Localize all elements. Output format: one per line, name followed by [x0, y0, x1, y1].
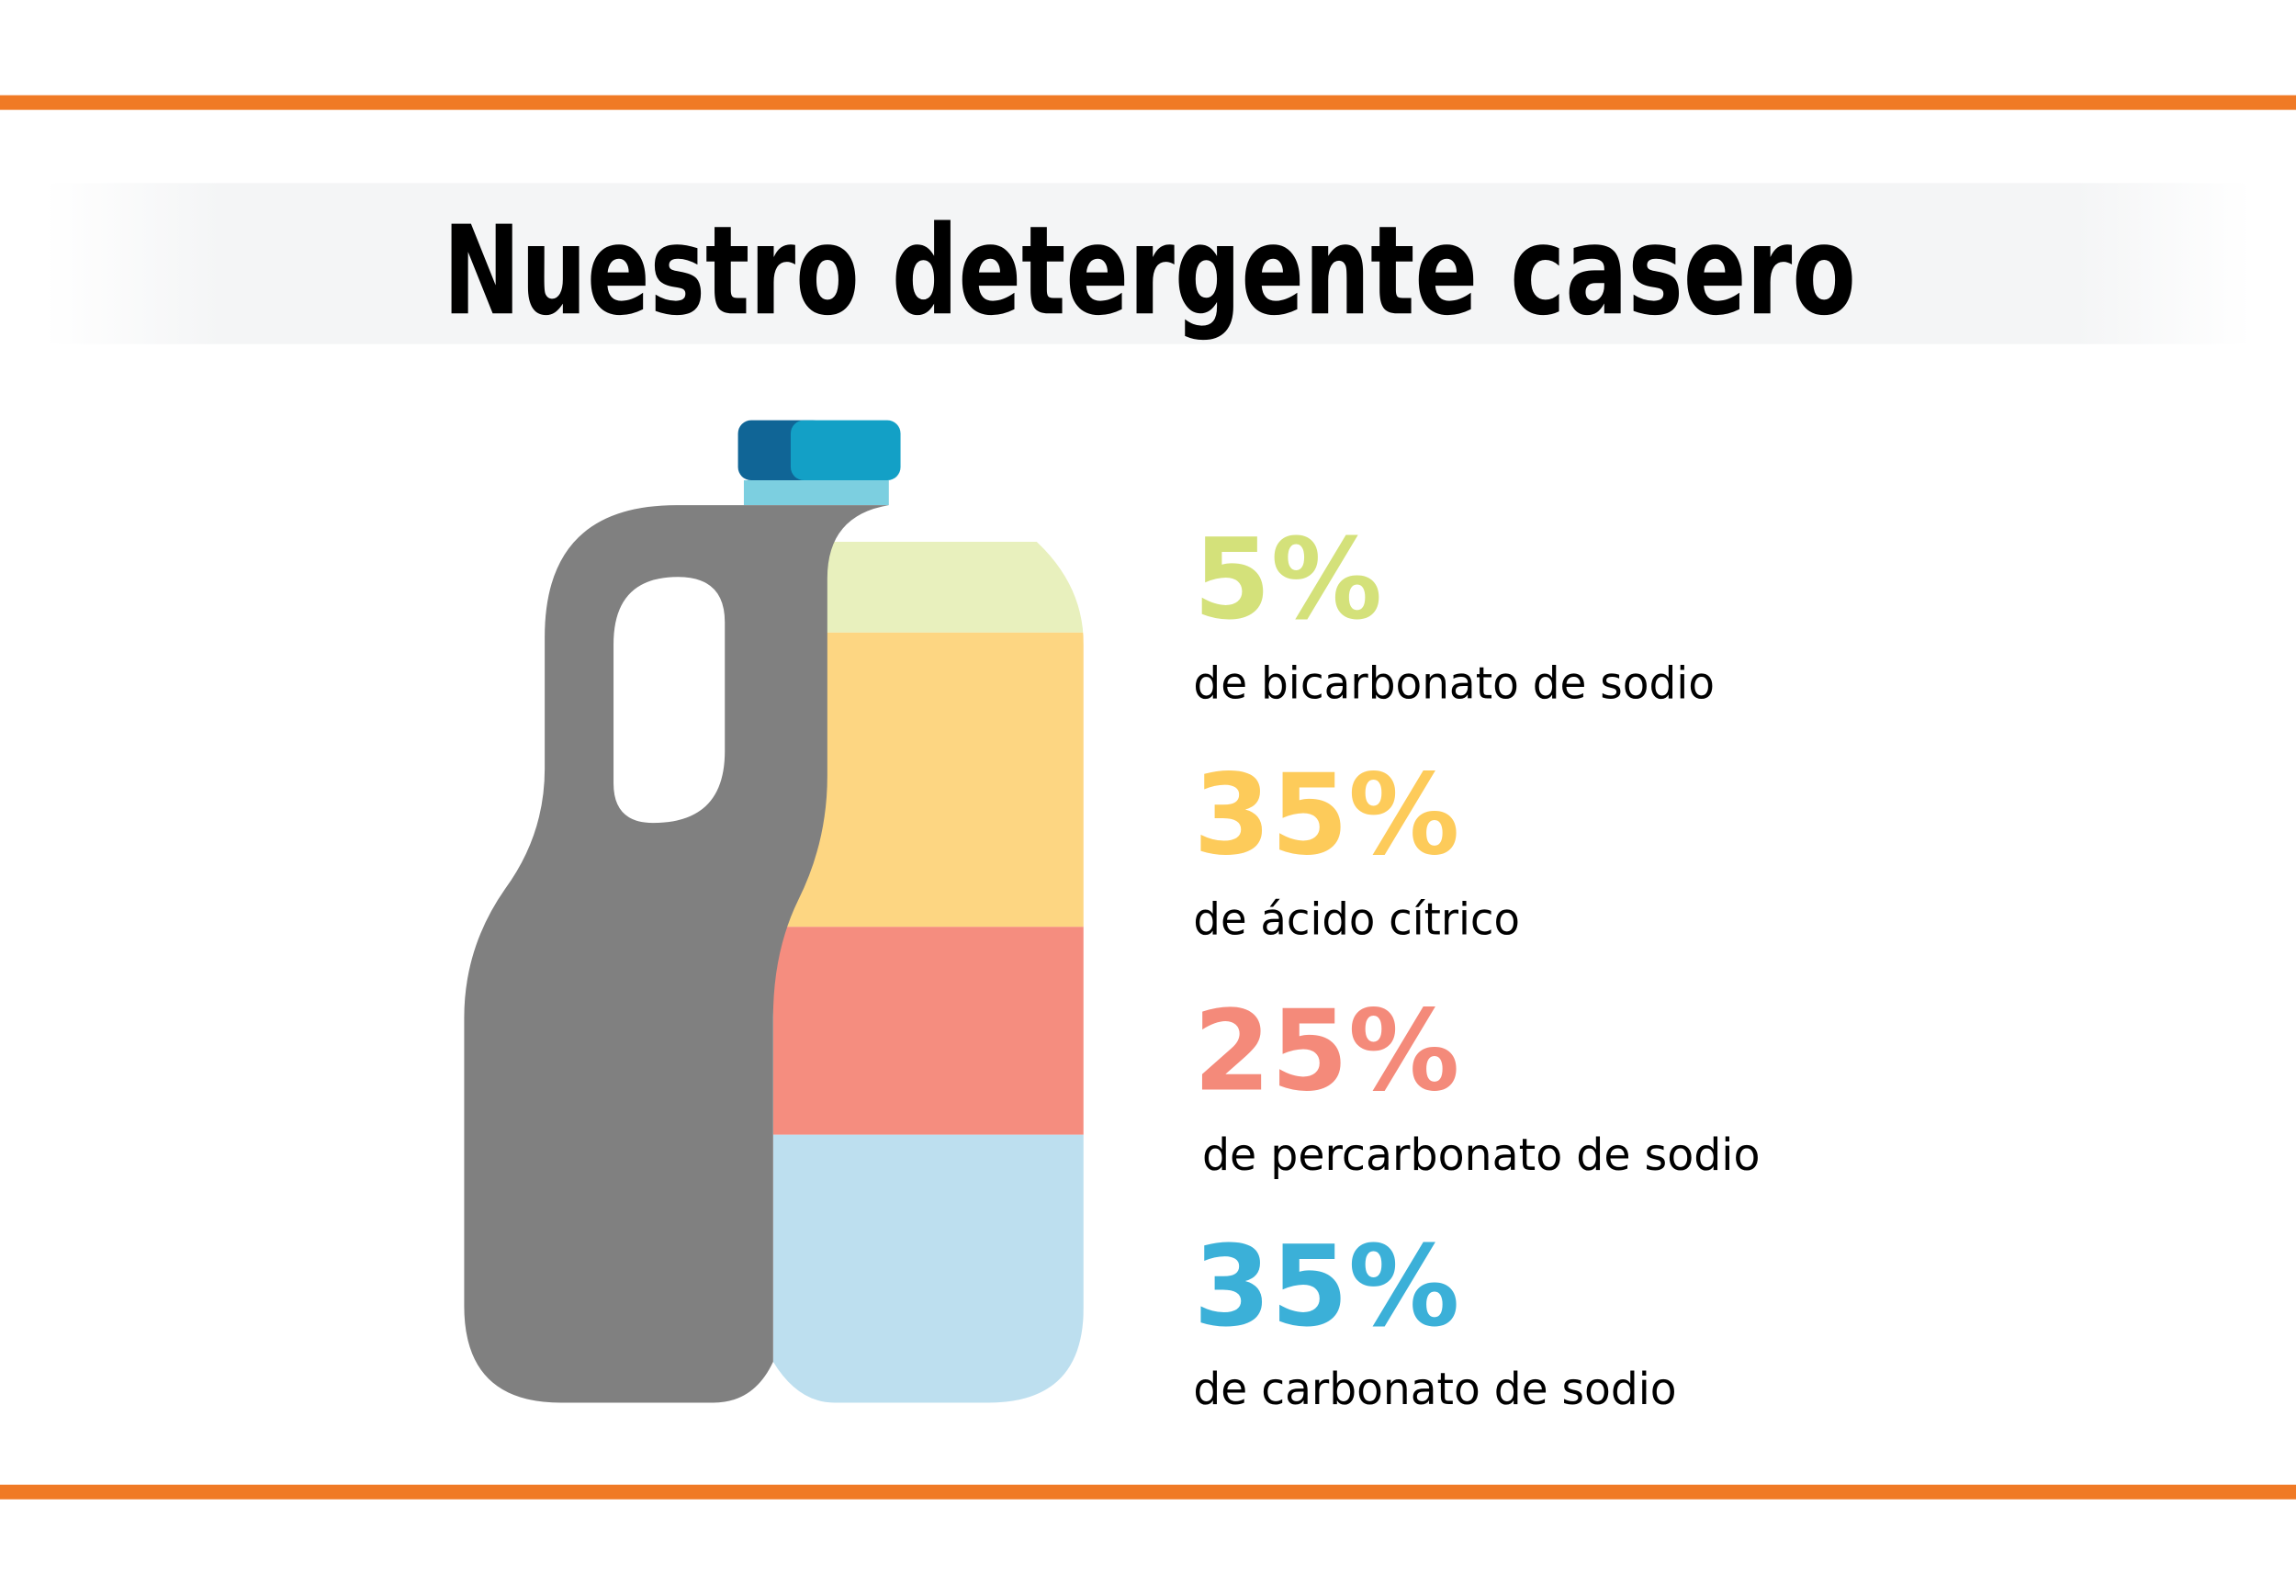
segment-carbonato [772, 1134, 1084, 1403]
ingredient-label: de carbonato de sodio [1193, 1365, 1676, 1415]
percent-label: 35% [1193, 1222, 1459, 1352]
bottle-neck [743, 480, 889, 506]
jug-body [464, 505, 889, 1403]
legend-item: 35% de carbonato de sodio [1193, 1222, 1676, 1415]
top-accent-line [0, 95, 2296, 110]
percent-label: 25% [1193, 986, 1459, 1116]
segment-percarbonato [772, 927, 1084, 1135]
bottom-accent-line [0, 1484, 2296, 1500]
percent-label: 5% [1193, 515, 1382, 645]
percent-label: 35% [1193, 751, 1459, 881]
cap-light [790, 420, 901, 481]
ingredient-label: de ácido cítrico [1193, 894, 1520, 945]
title-band [43, 183, 2253, 344]
legend-item: 35% de ácido cítrico [1193, 751, 1520, 946]
ingredient-label: de percarbonato de sodio [1202, 1130, 1760, 1181]
legend-item: 25% de percarbonato de sodio [1193, 986, 1760, 1181]
ingredient-label: de bicarbonato de sodio [1193, 659, 1715, 710]
legend-item: 5% de bicarbonato de sodio [1193, 515, 1715, 710]
page-title: Nuestro detergente casero [443, 199, 1856, 343]
